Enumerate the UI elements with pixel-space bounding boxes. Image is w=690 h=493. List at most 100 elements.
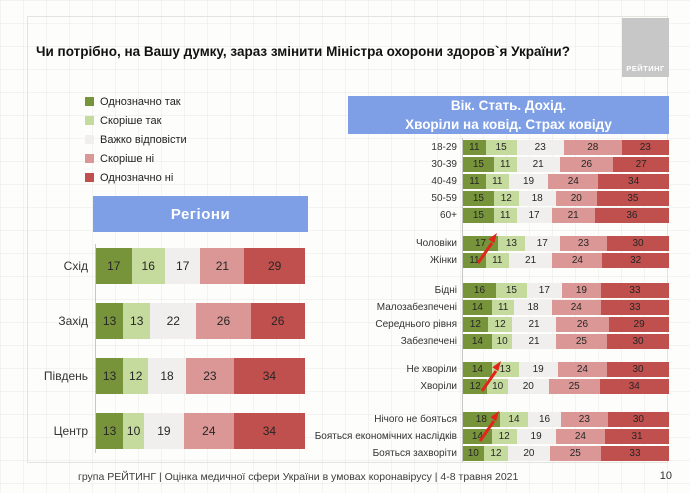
stacked-bar: 16 15 17 19 33: [463, 283, 669, 298]
legend-item: Однозначно так: [85, 92, 187, 111]
row-label: Захід: [58, 314, 88, 328]
bar-segment: 15: [485, 140, 517, 155]
bar-row: Бояться захворіти 10 12 20 25 33: [280, 446, 669, 461]
bar-row: Не хворіли 14 13 19 24 30: [280, 362, 669, 377]
bar-segment: 18: [518, 191, 556, 206]
slide-title: Чи потрібно, на Вашу думку, зараз змінит…: [36, 44, 570, 59]
stacked-bar: 14 12 19 24 31: [463, 429, 669, 444]
bar-row: Нічого не бояться 18 14 16 23 30: [280, 412, 669, 427]
bar-segment: 11: [463, 174, 486, 189]
segment-value: 34: [262, 424, 277, 438]
bar-row: 30-39 15 11 21 26 27: [280, 157, 669, 172]
regions-section-header-label: Регіони: [170, 205, 231, 223]
segment-value: 21: [528, 319, 540, 330]
demographics-header-line1: Вік. Стать. Дохід.: [450, 98, 567, 113]
bar-segment: 21: [512, 334, 556, 349]
bar-segment: 11: [463, 253, 486, 268]
bar-segment: 17: [524, 236, 560, 251]
bar-segment: 24: [183, 413, 234, 449]
increase-arrow-gender: [476, 233, 497, 264]
segment-value: 21: [215, 259, 230, 273]
segment-value: 28: [587, 142, 599, 153]
stacked-bar: 11 11 19 24 34: [463, 174, 669, 189]
segment-value: 16: [141, 259, 155, 273]
segment-value: 11: [469, 176, 480, 187]
segment-value: 17: [536, 238, 548, 249]
legend-swatch-icon: [85, 97, 94, 106]
bar-segment: 16: [528, 412, 561, 427]
bar-segment: 14: [463, 300, 492, 315]
legend-item: Скоріше так: [85, 111, 187, 130]
segment-value: 20: [522, 381, 534, 392]
segment-value: 23: [203, 369, 217, 383]
bar-segment: 10: [487, 379, 508, 394]
bar-segment: 31: [605, 429, 669, 444]
bar-segment: 12: [463, 317, 488, 332]
segment-value: 27: [635, 159, 647, 170]
row-label: Забезпечені: [400, 336, 457, 347]
stacked-bar: 13 13 22 26 26: [96, 303, 305, 339]
stacked-bar: 15 11 17 21 36: [463, 208, 669, 223]
bar-segment: 17: [164, 248, 201, 284]
segment-value: 12: [469, 381, 481, 392]
segment-value: 26: [581, 159, 593, 170]
segment-value: 10: [467, 448, 479, 459]
segment-value: 26: [216, 314, 231, 328]
bar-group: Нічого не бояться 18 14 16 23 30 Бояться еконо…: [280, 412, 669, 461]
bar-segment: 11: [463, 140, 486, 155]
increase-arrow-covid: [480, 361, 501, 392]
segment-value: 13: [130, 314, 144, 328]
segment-value: 11: [492, 176, 503, 187]
bar-segment: 34: [598, 174, 669, 189]
segment-value: 19: [522, 176, 535, 187]
bar-segment: 25: [555, 334, 608, 349]
segment-value: 13: [505, 238, 517, 249]
legend-label: Однозначно ні: [100, 171, 174, 184]
stacked-bar: 15 11 21 26 27: [463, 157, 669, 172]
segment-value: 18: [531, 193, 543, 204]
bar-segment: 13: [96, 303, 124, 339]
segment-value: 20: [523, 448, 535, 459]
bar-segment: 30: [607, 362, 669, 377]
bar-segment: 23: [621, 140, 669, 155]
bar-segment: 17: [516, 208, 552, 223]
segment-value: 15: [472, 193, 484, 204]
legend-swatch-icon: [85, 154, 94, 163]
segment-value: 17: [474, 238, 487, 249]
demographics-header-line2: Хворіли на ковід. Страх ковіду: [405, 117, 612, 132]
stacked-bar: 15 12 18 20 35: [463, 191, 669, 206]
stacked-bar: 13 10 19 24 34: [96, 413, 305, 449]
bar-segment: 25: [548, 379, 600, 394]
segment-value: 23: [639, 142, 651, 153]
bar-segment: 18: [514, 300, 552, 315]
bar-segment: 19: [144, 413, 184, 449]
bar-segment: 33: [601, 446, 669, 461]
segment-value: 11: [492, 255, 503, 266]
segment-value: 14: [471, 336, 483, 347]
bar-segment: 12: [123, 358, 149, 394]
bar-row: Жінки 11 11 21 24 32: [280, 253, 669, 268]
demographics-chart-axis-line: [462, 138, 463, 462]
bar-segment: 28: [563, 140, 622, 155]
bar-segment: 21: [551, 208, 595, 223]
segment-value: 24: [574, 431, 586, 442]
segment-value: 19: [157, 424, 171, 438]
segment-value: 35: [627, 193, 639, 204]
row-label: Схід: [63, 259, 88, 273]
bar-segment: 26: [559, 157, 614, 172]
segment-value: 29: [267, 259, 282, 273]
segment-value: 10: [496, 336, 508, 347]
segment-value: 12: [498, 431, 510, 442]
bar-segment: 26: [555, 317, 610, 332]
segment-value: 13: [102, 314, 117, 328]
stacked-bar: 18 14 16 23 30: [463, 412, 669, 427]
row-label: 30-39: [431, 159, 457, 170]
segment-value: 15: [505, 285, 517, 296]
legend-item: Однозначно ні: [85, 168, 187, 187]
segment-value: 10: [126, 424, 141, 438]
bar-segment: 10: [491, 334, 513, 349]
bar-segment: 13: [498, 236, 525, 251]
stacked-bar: 12 10 20 25 34: [463, 379, 669, 394]
segment-value: 34: [628, 381, 640, 392]
regions-section-header: Регіони: [93, 196, 308, 232]
